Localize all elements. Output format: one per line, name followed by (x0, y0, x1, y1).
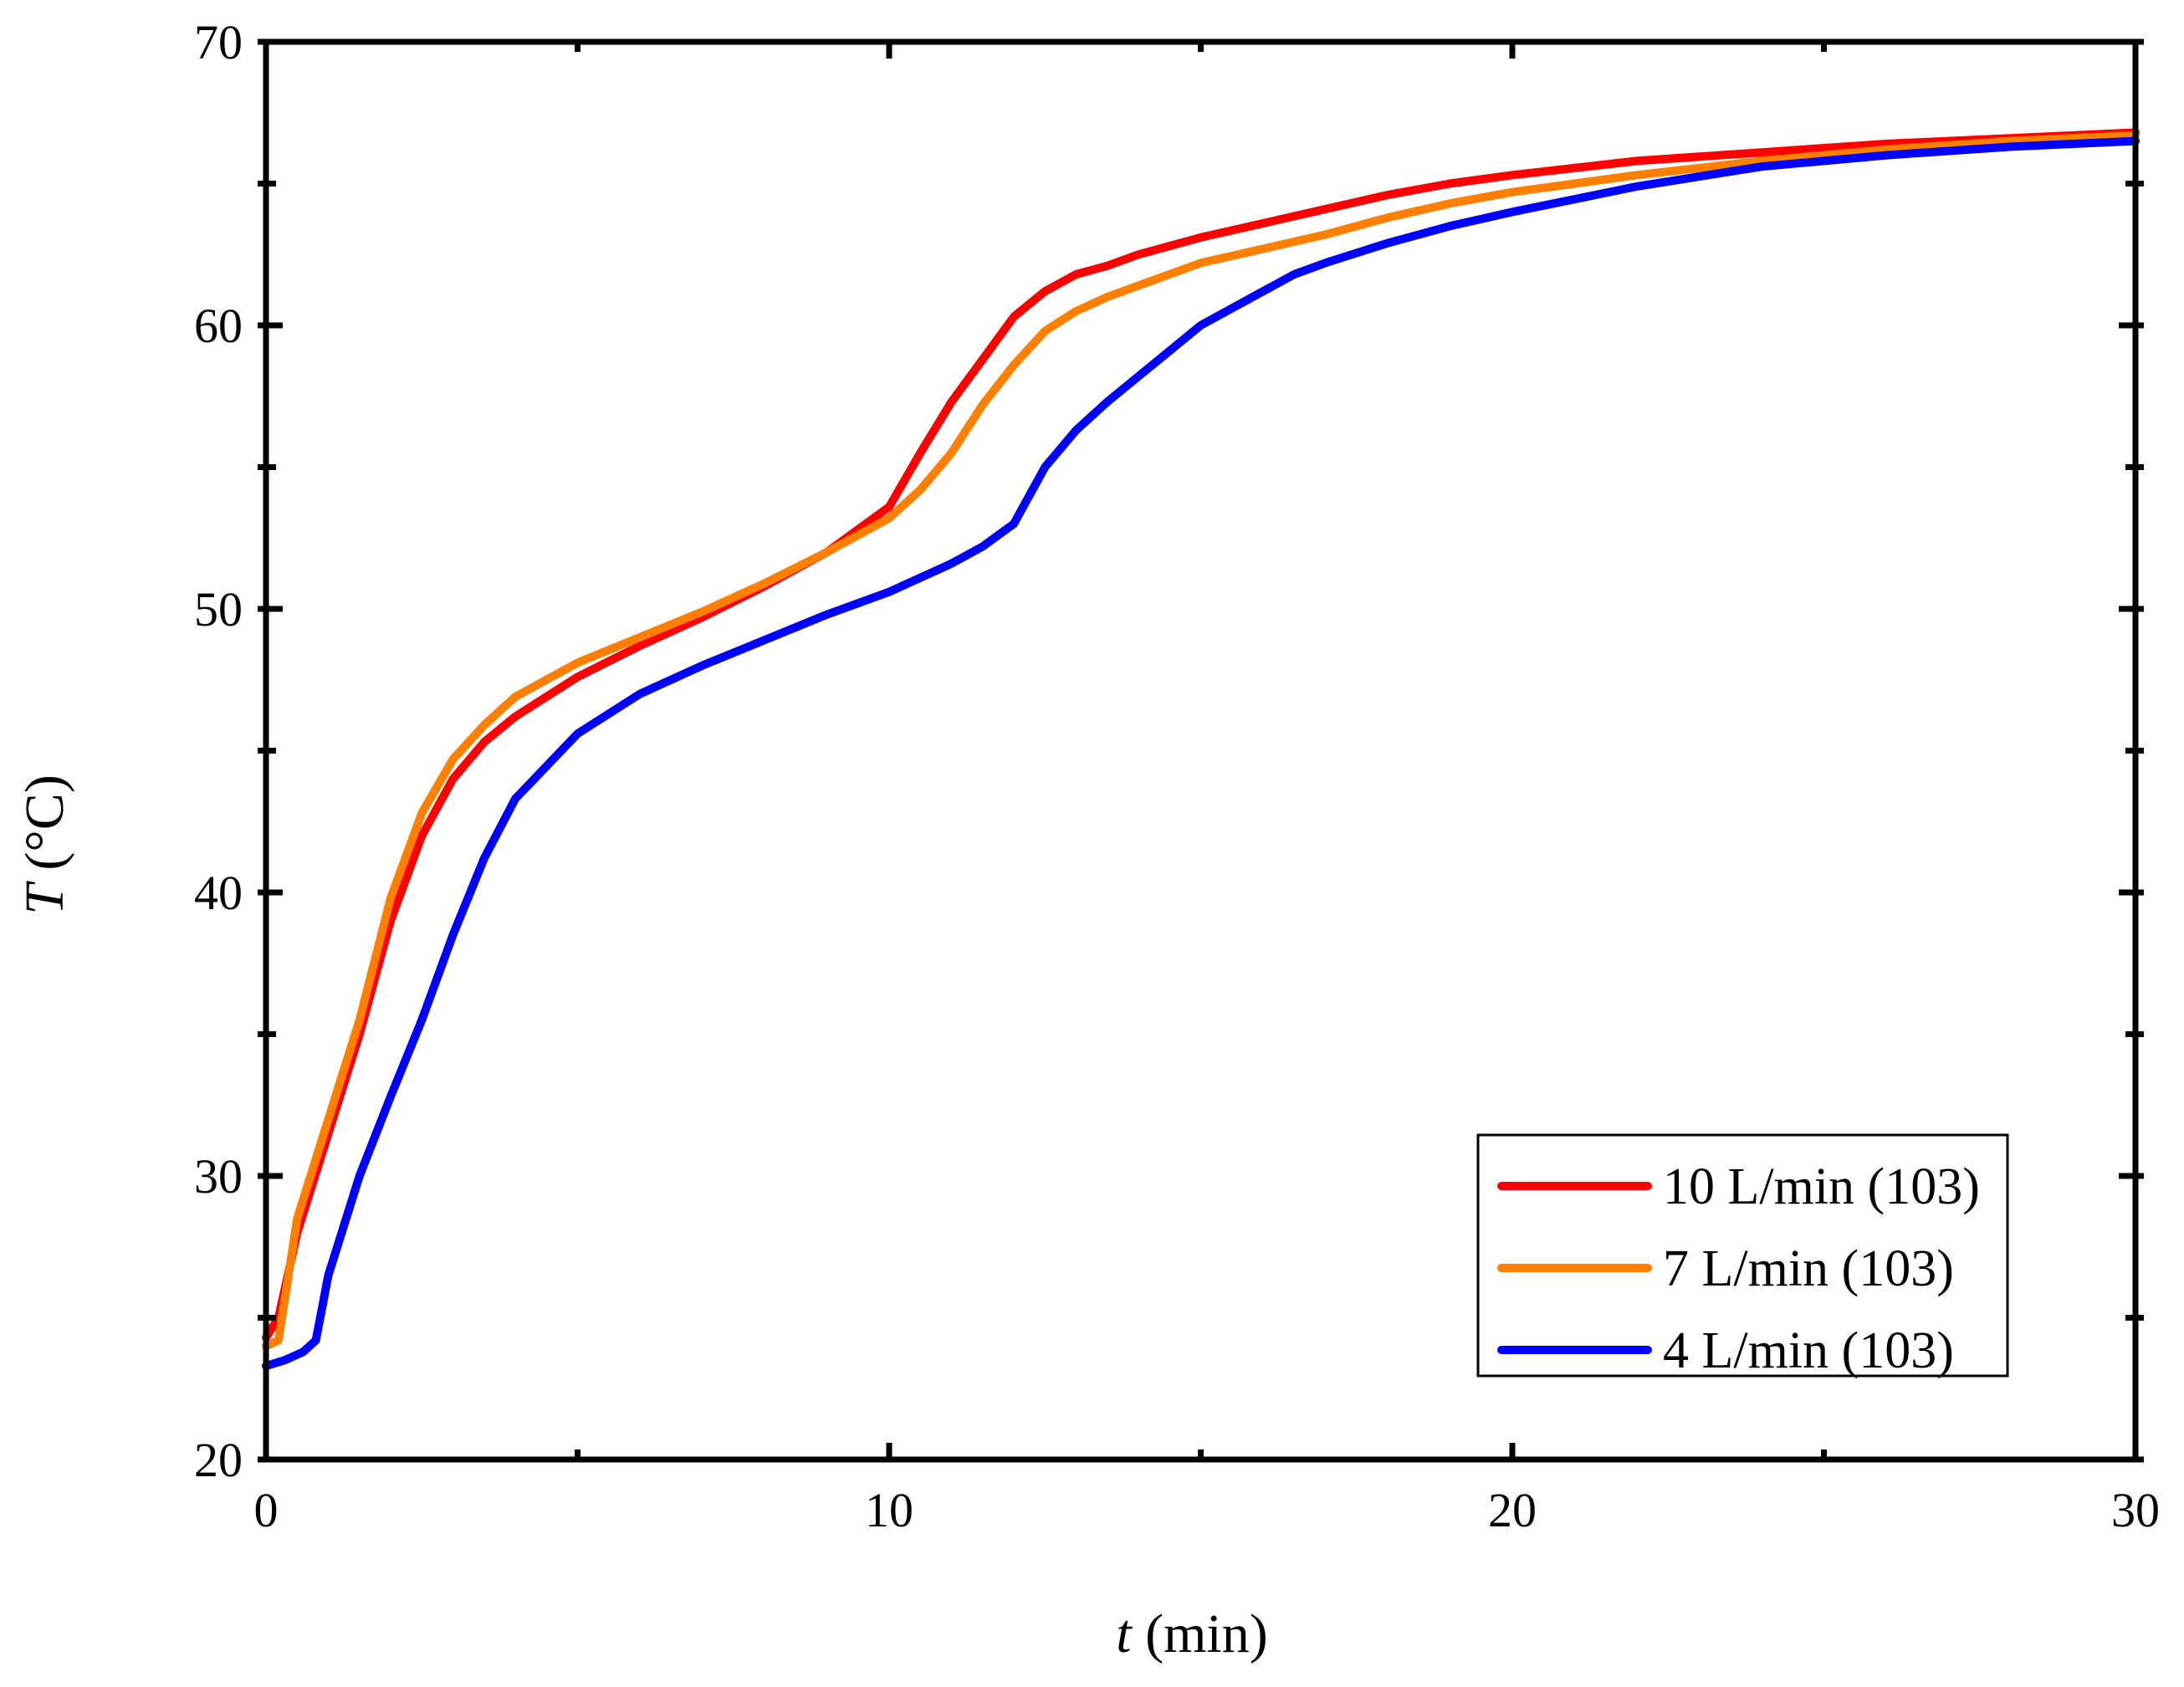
x-tick-label: 0 (254, 1483, 279, 1537)
y-tick-label: 60 (194, 299, 243, 353)
x-axis-label: t (min) (1116, 1603, 1267, 1664)
y-tick-label: 50 (194, 582, 243, 636)
legend-entries: 10 L/min (103) 7 L/min (103) 4 L/min (103) (1497, 1158, 1980, 1379)
series-line-2 (262, 130, 2140, 1351)
y-axis-symbol: T (14, 881, 75, 915)
x-tick-label: 10 (865, 1483, 913, 1537)
y-tick-label: 70 (194, 15, 243, 69)
legend-box (1476, 1133, 2009, 1378)
series-line-3 (262, 136, 2140, 1371)
series-line-1 (262, 128, 2140, 1342)
ticks-layer (258, 38, 2144, 1463)
y-tick-label: 40 (194, 866, 243, 920)
legend: 10 L/min (103) 7 L/min (103) 4 L/min (103) (1476, 1133, 2009, 1379)
x-axis-symbol: t (1116, 1603, 1133, 1664)
tick-labels-layer: 0 10 20 30 20 30 40 50 60 70 (194, 15, 2160, 1537)
legend-label-3: 4 L/min (103) (1663, 1322, 1954, 1379)
series-layer (262, 128, 2140, 1371)
y-tick-label: 20 (194, 1433, 243, 1487)
legend-label-2: 7 L/min (103) (1663, 1240, 1954, 1297)
y-axis-label: T (°C) (14, 774, 75, 915)
y-axis-unit: (°C) (14, 774, 75, 870)
x-tick-label: 20 (1488, 1483, 1537, 1537)
x-axis-unit: (min) (1145, 1603, 1268, 1664)
legend-label-1: 10 L/min (103) (1663, 1158, 1980, 1215)
x-tick-label: 30 (2111, 1483, 2160, 1537)
y-tick-label: 30 (194, 1149, 243, 1204)
